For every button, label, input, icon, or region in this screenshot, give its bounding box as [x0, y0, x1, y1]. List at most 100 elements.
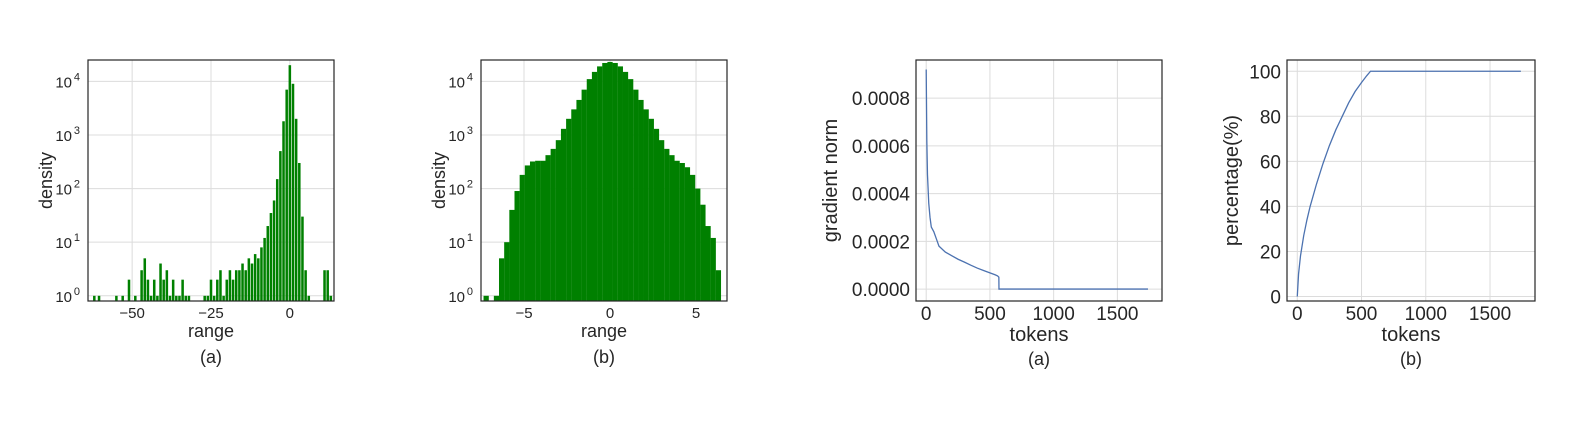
- histogram-bar: [524, 165, 531, 301]
- histogram-bar: [493, 295, 500, 301]
- histogram-bar: [499, 258, 505, 301]
- histogram-bar: [638, 99, 644, 301]
- histogram-bar: [263, 237, 266, 301]
- y-tick-exponent: 4: [467, 71, 473, 83]
- histogram-bar: [304, 270, 307, 301]
- histogram-bar: [149, 295, 153, 301]
- histogram-bar: [184, 295, 188, 301]
- histogram-bar: [674, 160, 680, 301]
- y-tick-labels: 0 20 40 60 80 100: [1249, 62, 1281, 308]
- histogram-bar: [535, 160, 541, 301]
- histogram-bar: [291, 83, 295, 301]
- plot-frame: [480, 59, 728, 302]
- histogram-bar: [165, 270, 169, 301]
- x-tick-labels: 0 500 1000 1500: [921, 304, 1139, 325]
- subcaption: (a): [1028, 349, 1050, 369]
- histogram-bar: [519, 174, 525, 301]
- y-tick-exponent: 2: [74, 179, 80, 191]
- x-tick-labels: −5 0 5: [515, 305, 700, 322]
- histogram-bar: [260, 247, 263, 301]
- y-tick-exponent: 1: [467, 232, 473, 244]
- histogram-bar: [301, 216, 304, 301]
- histogram-bar: [700, 204, 706, 301]
- histogram-bar: [550, 148, 556, 301]
- histogram-bar: [275, 179, 279, 301]
- x-tick-label: 1500: [1469, 304, 1511, 325]
- y-tick-exponent: 4: [74, 71, 80, 83]
- x-tick-label: −25: [198, 305, 223, 322]
- histogram-bar: [219, 270, 222, 301]
- histogram-bar: [152, 279, 156, 301]
- y-tick-label: 10: [55, 128, 72, 145]
- y-tick-label: 10: [448, 182, 465, 199]
- histogram-bar: [695, 188, 701, 301]
- y-tick-exponent: 3: [74, 125, 80, 137]
- x-tick-label: 1500: [1096, 304, 1138, 325]
- histogram-bar: [326, 270, 329, 301]
- histogram-bar: [269, 213, 273, 301]
- x-tick-label: 0: [921, 304, 932, 325]
- y-tick-label: 10: [55, 289, 72, 306]
- y-tick-label: 10: [55, 182, 72, 199]
- histogram-bar: [234, 270, 238, 301]
- y-tick-label: 10: [448, 128, 465, 145]
- x-axis-label: range: [581, 321, 627, 341]
- histogram-bar: [602, 62, 608, 301]
- histogram-bar: [648, 118, 654, 302]
- histogram-bars: [93, 65, 333, 302]
- histogram-bar: [504, 242, 510, 301]
- histogram-bar: [591, 71, 598, 302]
- histogram-bar: [134, 295, 137, 301]
- line-series: [1296, 70, 1521, 297]
- histogram-bar: [679, 162, 685, 301]
- histogram-bar: [597, 66, 603, 301]
- histogram-bar: [241, 263, 244, 301]
- histogram-bar: [294, 118, 298, 302]
- histogram-bar: [143, 258, 147, 301]
- histogram-bar: [323, 270, 326, 301]
- histogram-bar: [689, 174, 696, 301]
- subcaption: (a): [200, 347, 222, 367]
- y-axis-label: gradient norm: [820, 119, 842, 242]
- histogram-bar: [285, 89, 288, 301]
- gradient-norm-panel: 0 500 1000 1500 0.00000.00020.00040.00060.0…: [820, 59, 1163, 369]
- histogram-bar: [643, 109, 649, 301]
- y-tick-label: 0.0000: [852, 280, 910, 301]
- histogram-bar: [209, 279, 213, 301]
- x-tick-label: 500: [974, 304, 1006, 325]
- histogram-bar: [178, 295, 181, 301]
- histogram-bar: [664, 148, 670, 301]
- histogram-bar: [617, 66, 623, 301]
- histogram-bar: [288, 65, 292, 301]
- histogram-bar: [272, 200, 276, 301]
- histogram-bar: [159, 263, 162, 301]
- histogram-bar: [560, 128, 567, 301]
- y-tick-label: 0: [1270, 287, 1281, 308]
- histogram-bar: [633, 89, 639, 301]
- histogram-bar: [669, 155, 675, 301]
- y-tick-exponent: 2: [467, 179, 473, 191]
- y-tick-exponent: 1: [74, 232, 80, 244]
- histogram-bar: [146, 279, 150, 301]
- plot-frame: [915, 59, 1163, 302]
- x-tick-label: 0: [1292, 304, 1303, 325]
- line-series: [925, 69, 1148, 290]
- subcaption: (b): [593, 347, 615, 367]
- y-tick-label: 0.0002: [852, 232, 910, 253]
- histogram-bar: [509, 209, 515, 301]
- histogram-bar: [175, 295, 178, 301]
- histogram-bar: [514, 191, 520, 301]
- y-tick-label: 40: [1260, 197, 1281, 218]
- x-tick-label: 0: [286, 305, 294, 322]
- histogram-bar: [298, 162, 301, 301]
- y-axis-label: density: [429, 152, 449, 209]
- x-axis-label: tokens: [1382, 324, 1441, 346]
- histogram-bar: [121, 295, 124, 301]
- histogram-bar: [250, 263, 254, 301]
- series-line: [1296, 70, 1521, 297]
- x-tick-label: −5: [515, 305, 532, 322]
- histogram-bar: [622, 71, 629, 302]
